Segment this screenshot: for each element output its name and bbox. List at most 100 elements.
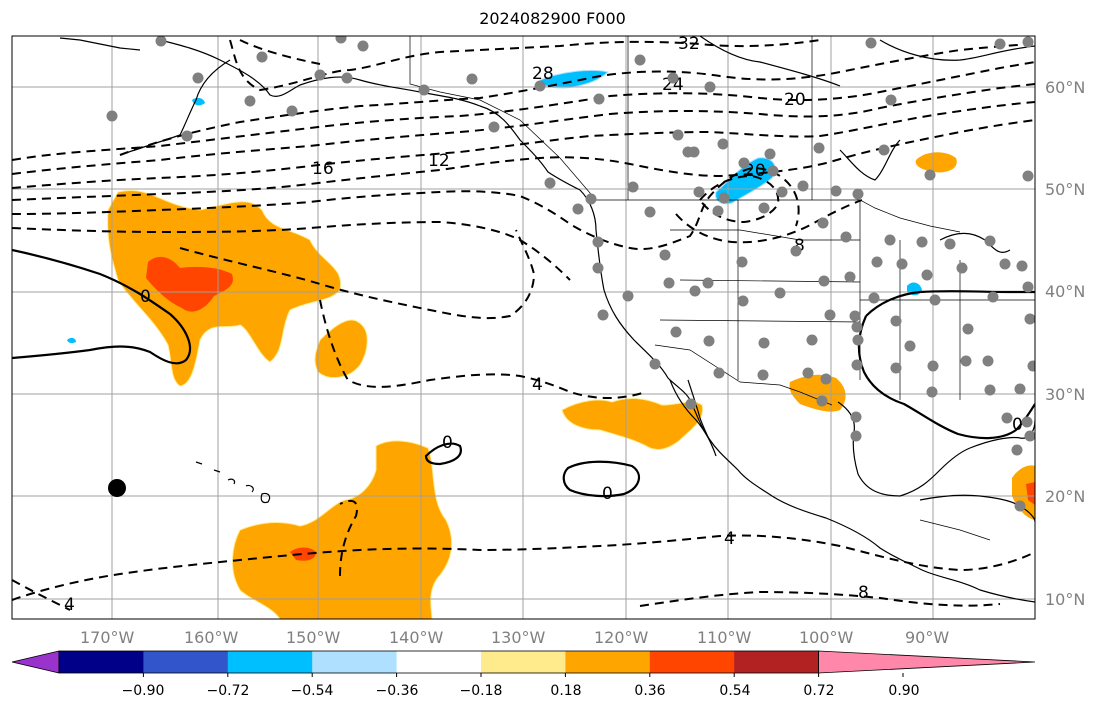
station-marker bbox=[851, 359, 863, 371]
station-marker bbox=[982, 355, 994, 367]
lon-tick-label: 150°W bbox=[286, 628, 341, 647]
lon-tick-label: 140°W bbox=[389, 628, 444, 647]
station-marker bbox=[663, 277, 675, 289]
contour-label: 16 bbox=[312, 159, 334, 179]
lon-tick-label: 160°W bbox=[184, 628, 239, 647]
station-marker bbox=[738, 157, 750, 169]
station-marker bbox=[849, 310, 861, 322]
station-marker bbox=[544, 177, 556, 189]
station-marker bbox=[878, 144, 890, 156]
station-marker bbox=[155, 36, 167, 47]
station-marker bbox=[962, 323, 974, 335]
colorbar-tick-label: −0.54 bbox=[290, 683, 334, 699]
colorbar-tick-label: 0.72 bbox=[803, 683, 835, 699]
station-marker bbox=[850, 411, 862, 423]
station-marker bbox=[659, 249, 671, 261]
station-marker bbox=[634, 54, 646, 66]
station-marker bbox=[718, 192, 730, 204]
station-marker bbox=[1016, 260, 1028, 272]
station-marker bbox=[840, 231, 852, 243]
contour-label: 24 bbox=[662, 75, 684, 95]
station-marker bbox=[924, 169, 936, 181]
station-marker bbox=[244, 95, 256, 107]
station-marker bbox=[926, 386, 938, 398]
lon-tick-label: 100°W bbox=[799, 628, 854, 647]
station-marker bbox=[758, 202, 770, 214]
contour-label: 20 bbox=[784, 90, 806, 110]
station-marker bbox=[896, 258, 908, 270]
contour-label: 8 bbox=[794, 236, 805, 256]
contour-label: 4 bbox=[724, 529, 735, 549]
lon-tick-label: 110°W bbox=[697, 628, 752, 647]
station-marker bbox=[852, 188, 864, 200]
station-marker bbox=[672, 129, 684, 141]
station-marker bbox=[764, 148, 776, 160]
station-marker bbox=[868, 292, 880, 304]
station-marker bbox=[929, 294, 941, 306]
colorbar-tick-label: −0.90 bbox=[121, 683, 165, 699]
station-marker bbox=[1014, 383, 1026, 395]
colorbar-outline bbox=[58, 650, 819, 674]
highlighted-station-marker bbox=[108, 479, 126, 497]
station-marker bbox=[702, 277, 714, 289]
lat-tick-label: 20°N bbox=[1045, 487, 1086, 506]
station-marker bbox=[592, 236, 604, 248]
station-marker bbox=[774, 287, 786, 299]
station-marker bbox=[758, 337, 770, 349]
station-marker bbox=[314, 69, 326, 81]
station-marker bbox=[818, 275, 830, 287]
colorbar-tick-label: 0.18 bbox=[550, 683, 582, 699]
station-marker bbox=[921, 269, 933, 281]
colorbar bbox=[11, 650, 1036, 677]
colorbar-segment bbox=[481, 651, 566, 673]
station-marker bbox=[106, 110, 118, 122]
contour-label: 0 bbox=[140, 287, 151, 307]
station-marker bbox=[704, 81, 716, 93]
station-marker bbox=[1022, 281, 1034, 293]
station-marker bbox=[1001, 412, 1013, 424]
station-marker bbox=[802, 367, 814, 379]
station-marker bbox=[357, 40, 369, 52]
colorbar-tick-label: −0.36 bbox=[375, 683, 419, 699]
station-marker bbox=[667, 72, 679, 84]
map-frame bbox=[11, 35, 1036, 620]
station-marker bbox=[790, 245, 802, 257]
station-marker bbox=[816, 395, 828, 407]
station-marker bbox=[181, 130, 193, 142]
station-marker bbox=[585, 193, 597, 205]
contour-label: 0 bbox=[442, 433, 453, 453]
station-marker bbox=[713, 367, 725, 379]
contour-label: 32 bbox=[678, 34, 700, 54]
station-marker bbox=[335, 36, 347, 44]
contour-label: 4 bbox=[64, 595, 75, 615]
colorbar-segment bbox=[734, 651, 820, 673]
station-marker bbox=[987, 291, 999, 303]
contour-label: 0 bbox=[602, 484, 613, 504]
station-marker bbox=[670, 326, 682, 338]
station-markers bbox=[106, 36, 1035, 512]
station-marker bbox=[593, 93, 605, 105]
lat-tick-label: 60°N bbox=[1045, 78, 1086, 97]
lat-tick-label: 50°N bbox=[1045, 180, 1086, 199]
station-marker bbox=[688, 146, 700, 158]
station-marker bbox=[994, 38, 1006, 50]
station-marker bbox=[1022, 36, 1034, 48]
station-marker bbox=[1024, 313, 1035, 325]
station-marker bbox=[736, 256, 748, 268]
colorbar-segment bbox=[396, 651, 482, 673]
colorbar-extend-min bbox=[11, 650, 60, 674]
station-marker bbox=[1011, 444, 1023, 456]
station-marker bbox=[717, 138, 729, 150]
station-marker bbox=[890, 362, 902, 374]
station-marker bbox=[797, 180, 809, 192]
station-marker bbox=[712, 205, 724, 217]
station-marker bbox=[286, 105, 298, 117]
station-marker bbox=[984, 384, 996, 396]
colorbar-segment bbox=[59, 651, 144, 673]
station-marker bbox=[649, 358, 661, 370]
map-title: 2024082900 F000 bbox=[479, 9, 626, 28]
station-marker bbox=[685, 398, 697, 410]
station-marker bbox=[960, 355, 972, 367]
station-marker bbox=[944, 238, 956, 250]
